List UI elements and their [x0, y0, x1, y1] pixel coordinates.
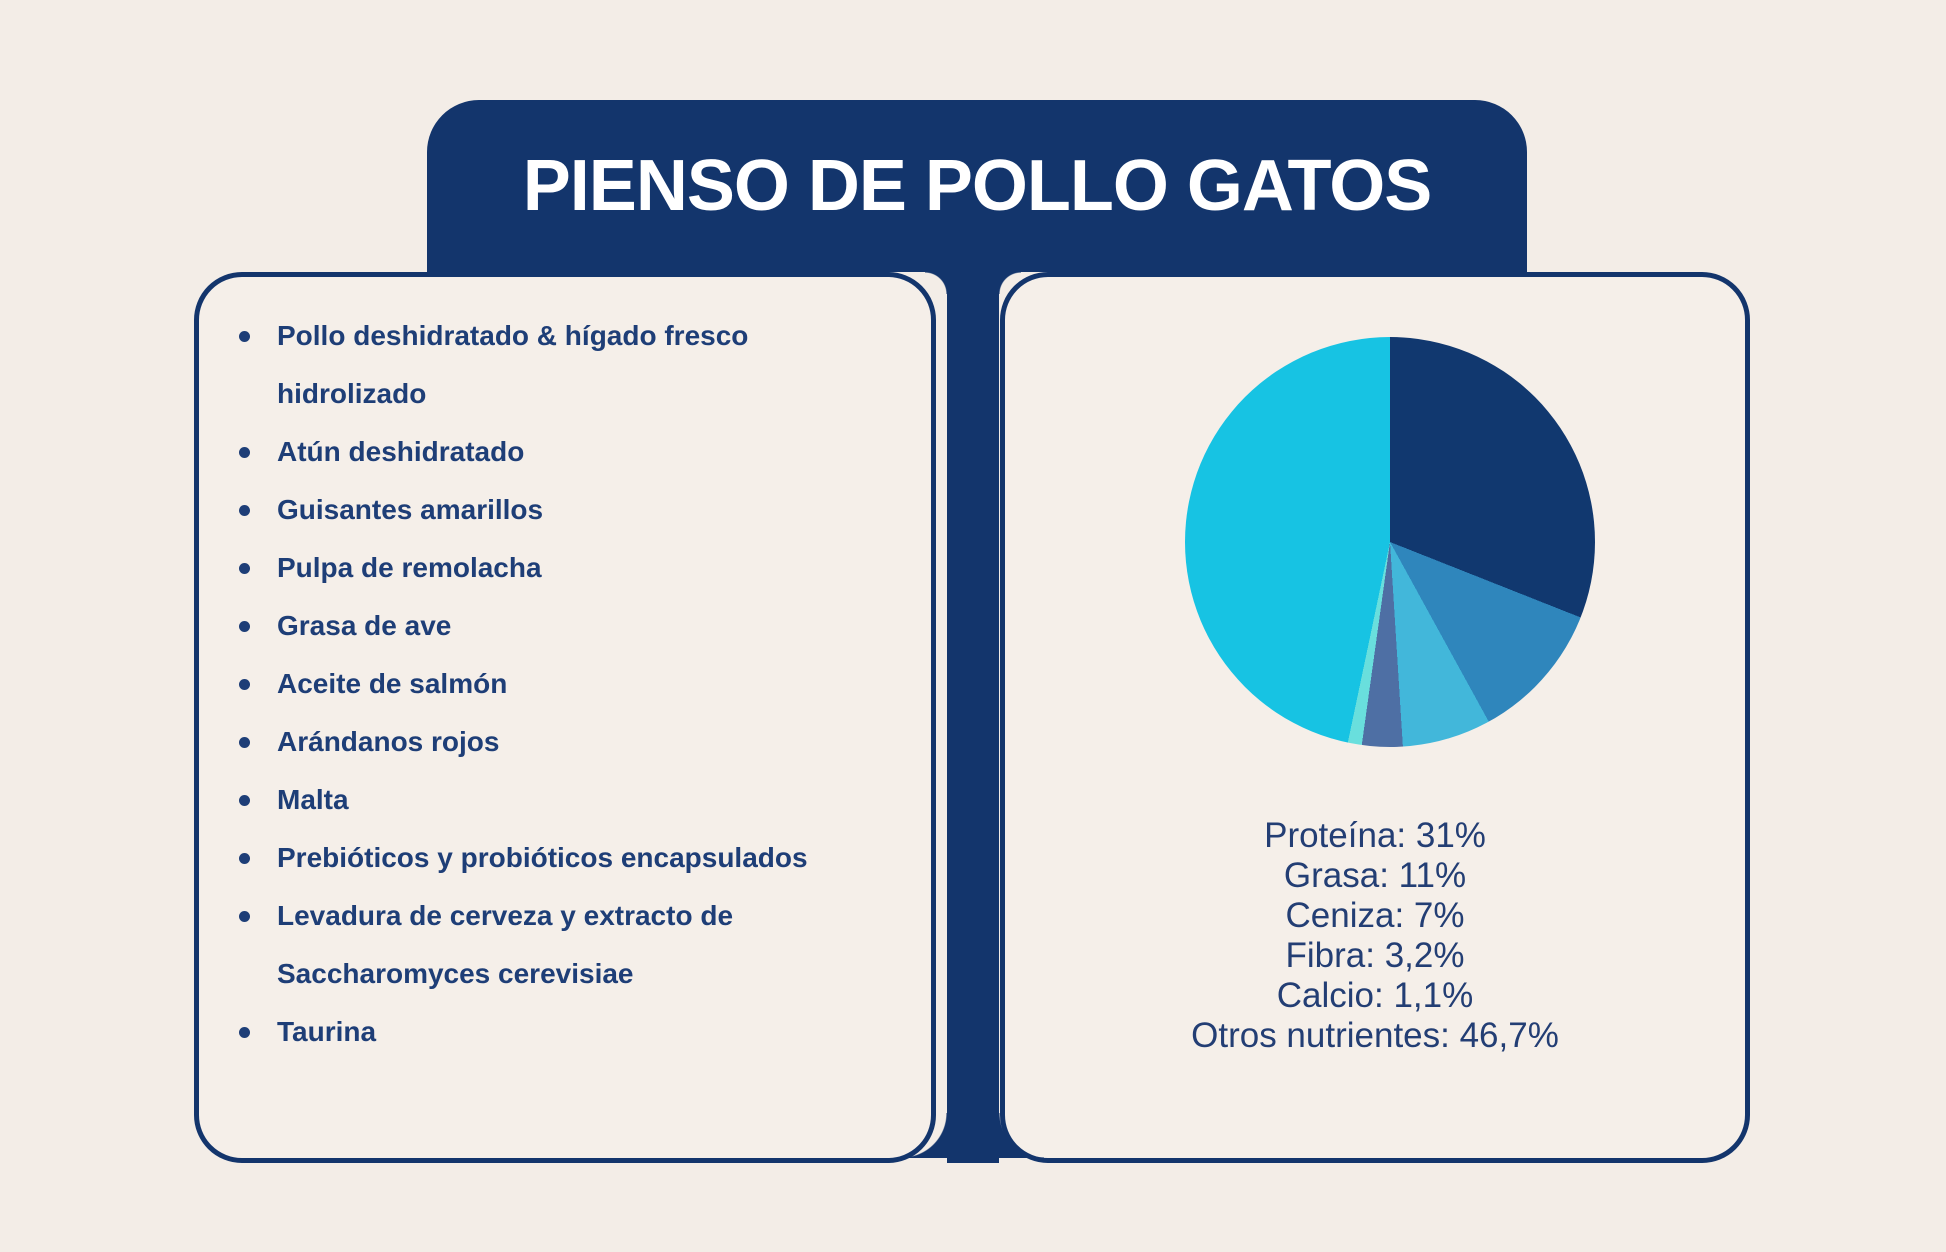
ingredient-item: Pollo deshidratado & hígado fresco hidro… — [237, 307, 891, 423]
bullet-dot-icon — [239, 911, 250, 922]
bullet-dot-icon — [239, 679, 250, 690]
ingredients-panel: Pollo deshidratado & hígado fresco hidro… — [194, 272, 936, 1163]
legend-line: Grasa: 11% — [1283, 856, 1467, 895]
bullet-dot-icon — [239, 737, 250, 748]
ingredient-label: Grasa de ave — [277, 610, 452, 641]
bullet-dot-icon — [239, 447, 250, 458]
legend-line: Fibra: 3,2% — [1285, 936, 1465, 975]
connector-fillet-bottom-left — [902, 1113, 947, 1158]
ingredient-label: Prebióticos y probióticos encapsulados — [277, 842, 808, 873]
connector-trunk — [947, 260, 999, 1163]
bullet-dot-icon — [239, 563, 250, 574]
ingredient-item: Atún deshidratado — [237, 423, 891, 481]
ingredient-item: Malta — [237, 771, 891, 829]
legend-line: Otros nutrientes: 46,7% — [1191, 1016, 1559, 1055]
ingredient-label: Atún deshidratado — [277, 436, 525, 467]
ingredient-item: Taurina — [237, 1003, 891, 1061]
connector-fillet-bottom-right — [999, 1113, 1044, 1158]
ingredient-item: Aceite de salmón — [237, 655, 891, 713]
ingredient-item: Arándanos rojos — [237, 713, 891, 771]
bullet-dot-icon — [239, 853, 250, 864]
ingredient-label: Pollo deshidratado & hígado fresco hidro… — [277, 320, 749, 409]
ingredient-label: Levadura de cerveza y extracto de Saccha… — [277, 900, 734, 989]
ingredient-label: Taurina — [277, 1016, 377, 1047]
ingredient-label: Pulpa de remolacha — [277, 552, 542, 583]
connector-fillet-top-left — [925, 272, 947, 294]
bullet-dot-icon — [239, 621, 250, 632]
pie-legend: Proteína: 31% Grasa: 11% Ceniza: 7% Fibr… — [1000, 816, 1750, 1056]
ingredient-label: Malta — [277, 784, 349, 815]
ingredient-item: Pulpa de remolacha — [237, 539, 891, 597]
ingredients-list: Pollo deshidratado & hígado fresco hidro… — [199, 277, 931, 1061]
bullet-dot-icon — [239, 505, 250, 516]
ingredient-label: Aceite de salmón — [277, 668, 508, 699]
title-banner: PIENSO DE POLLO GATOS — [427, 100, 1527, 272]
bullet-dot-icon — [239, 795, 250, 806]
ingredient-label: Guisantes amarillos — [277, 494, 544, 525]
bullet-dot-icon — [239, 1027, 250, 1038]
ingredient-item: Guisantes amarillos — [237, 481, 891, 539]
page-title: PIENSO DE POLLO GATOS — [522, 146, 1432, 226]
ingredient-item: Prebióticos y probióticos encapsulados — [237, 829, 891, 887]
connector-fillet-top-right — [999, 272, 1021, 294]
nutrition-pie-chart — [1185, 337, 1595, 747]
ingredient-item: Grasa de ave — [237, 597, 891, 655]
ingredient-item: Levadura de cerveza y extracto de Saccha… — [237, 887, 891, 1003]
bullet-dot-icon — [239, 331, 250, 342]
legend-line: Proteína: 31% — [1264, 816, 1486, 855]
legend-line: Calcio: 1,1% — [1276, 976, 1474, 1015]
legend-line: Ceniza: 7% — [1285, 896, 1465, 935]
ingredient-label: Arándanos rojos — [277, 726, 500, 757]
